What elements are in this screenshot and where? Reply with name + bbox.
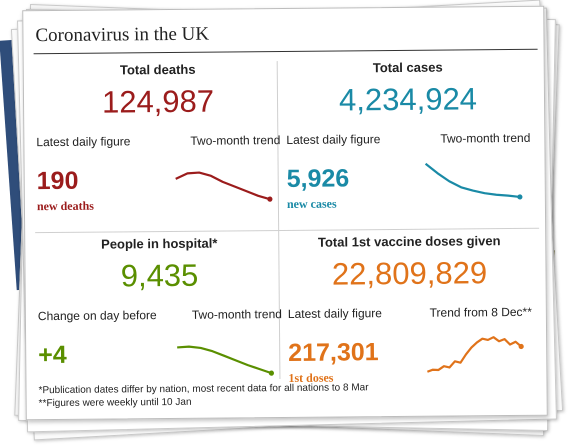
sparkline-end-point — [268, 370, 274, 376]
sparkline-end-point — [517, 194, 523, 200]
panel-heading: Total cases — [372, 59, 443, 76]
panel-daily-subtitle: new cases — [286, 196, 337, 211]
panel-left-label: Latest daily figure — [287, 306, 383, 321]
trend-sparkline — [424, 162, 523, 200]
trend-sparkline — [427, 336, 524, 373]
sparkline-line — [175, 171, 271, 201]
footnote-weekly: **Figures were weekly until 10 Jan — [38, 396, 192, 410]
panel-daily-subtitle: new deaths — [36, 198, 95, 214]
panel-heading: Total 1st vaccine doses given — [317, 233, 501, 250]
panel-people-in-hospital: People in hospital* 9,435 Change on day … — [37, 235, 282, 402]
panel-right-label: Two-month trend — [440, 130, 531, 146]
sparkline-line — [424, 162, 520, 199]
panel-total: 124,987 — [101, 83, 215, 120]
panel-total-cases: Total cases 4,234,924 Latest daily figur… — [286, 59, 531, 226]
panel-heading: People in hospital* — [101, 235, 218, 252]
stats-card: Coronavirus in the UK Total deaths 124,9… — [22, 5, 548, 421]
sparkline-line — [427, 336, 522, 373]
panel-left-label: Latest daily figure — [36, 134, 131, 150]
panel-vaccine-doses: Total 1st vaccine doses given 22,809,829… — [287, 233, 532, 400]
panel-left-label: Change on day before — [37, 308, 157, 324]
card-title: Coronavirus in the UK — [35, 23, 210, 47]
panel-daily-figure: 5,926 — [286, 164, 350, 193]
trend-sparkline — [175, 171, 273, 202]
panel-daily-figure: +4 — [38, 340, 67, 370]
panel-total: 9,435 — [120, 257, 199, 294]
panel-total: 22,809,829 — [331, 255, 488, 292]
horizontal-divider — [35, 227, 540, 234]
panel-daily-figure: 217,301 — [288, 338, 379, 367]
panel-heading: Total deaths — [119, 61, 196, 78]
sparkline-end-point — [518, 343, 524, 350]
panel-right-label: Two-month trend — [190, 133, 281, 148]
panel-left-label: Latest daily figure — [286, 132, 381, 147]
panel-right-label: Trend from 8 Dec** — [429, 304, 532, 320]
sparkline-line — [177, 345, 272, 375]
panel-daily-figure: 190 — [36, 166, 79, 196]
panel-total: 4,234,924 — [338, 81, 478, 118]
panel-right-label: Two-month trend — [191, 307, 282, 322]
panel-total-deaths: Total deaths 124,987 Latest daily figure… — [36, 61, 281, 228]
trend-sparkline — [177, 345, 274, 376]
title-divider — [33, 48, 538, 55]
sparkline-end-point — [267, 196, 273, 202]
